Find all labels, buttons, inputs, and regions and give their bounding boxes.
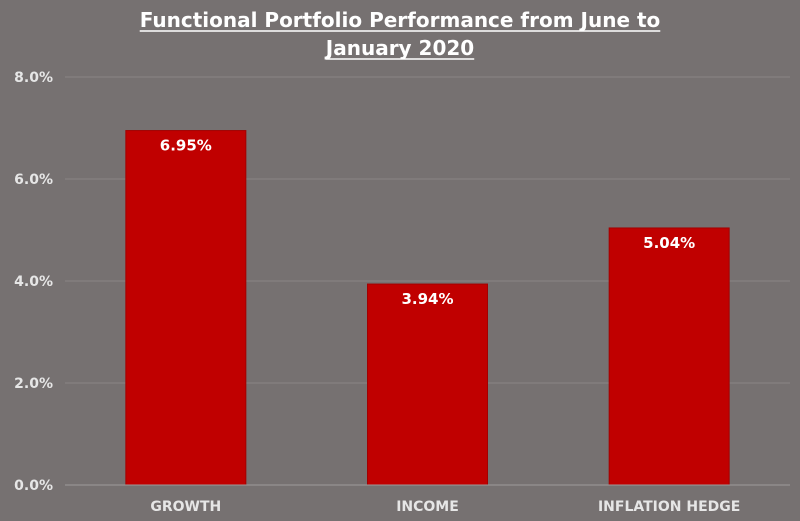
bar <box>608 227 730 486</box>
y-tick-label: 0.0% <box>14 478 53 494</box>
y-tick-label: 4.0% <box>14 274 53 290</box>
bar <box>125 130 247 486</box>
x-category-label: INCOME <box>396 499 459 515</box>
bar-value-label: 3.94% <box>401 290 453 308</box>
bar-value-label: 6.95% <box>160 137 212 155</box>
chart-title-line-2: January 2020 <box>324 36 474 60</box>
chart-title-line-1: Functional Portfolio Performance from Ju… <box>140 8 661 32</box>
x-category-label: INFLATION HEDGE <box>598 499 740 515</box>
x-axis-categories: GROWTH INCOME INFLATION HEDGE <box>150 499 740 515</box>
bar <box>367 283 488 486</box>
y-tick-label: 6.0% <box>14 172 53 188</box>
y-axis-ticks: 0.0% 2.0% 4.0% 6.0% 8.0% <box>14 70 53 494</box>
y-tick-label: 2.0% <box>14 376 53 392</box>
y-tick-label: 8.0% <box>14 70 53 86</box>
x-category-label: GROWTH <box>150 499 221 515</box>
bars <box>125 130 730 486</box>
bar-value-label: 5.04% <box>643 234 695 252</box>
data-labels: 6.95% 3.94% 5.04% <box>160 137 695 309</box>
chart-title: Functional Portfolio Performance from Ju… <box>139 8 661 60</box>
